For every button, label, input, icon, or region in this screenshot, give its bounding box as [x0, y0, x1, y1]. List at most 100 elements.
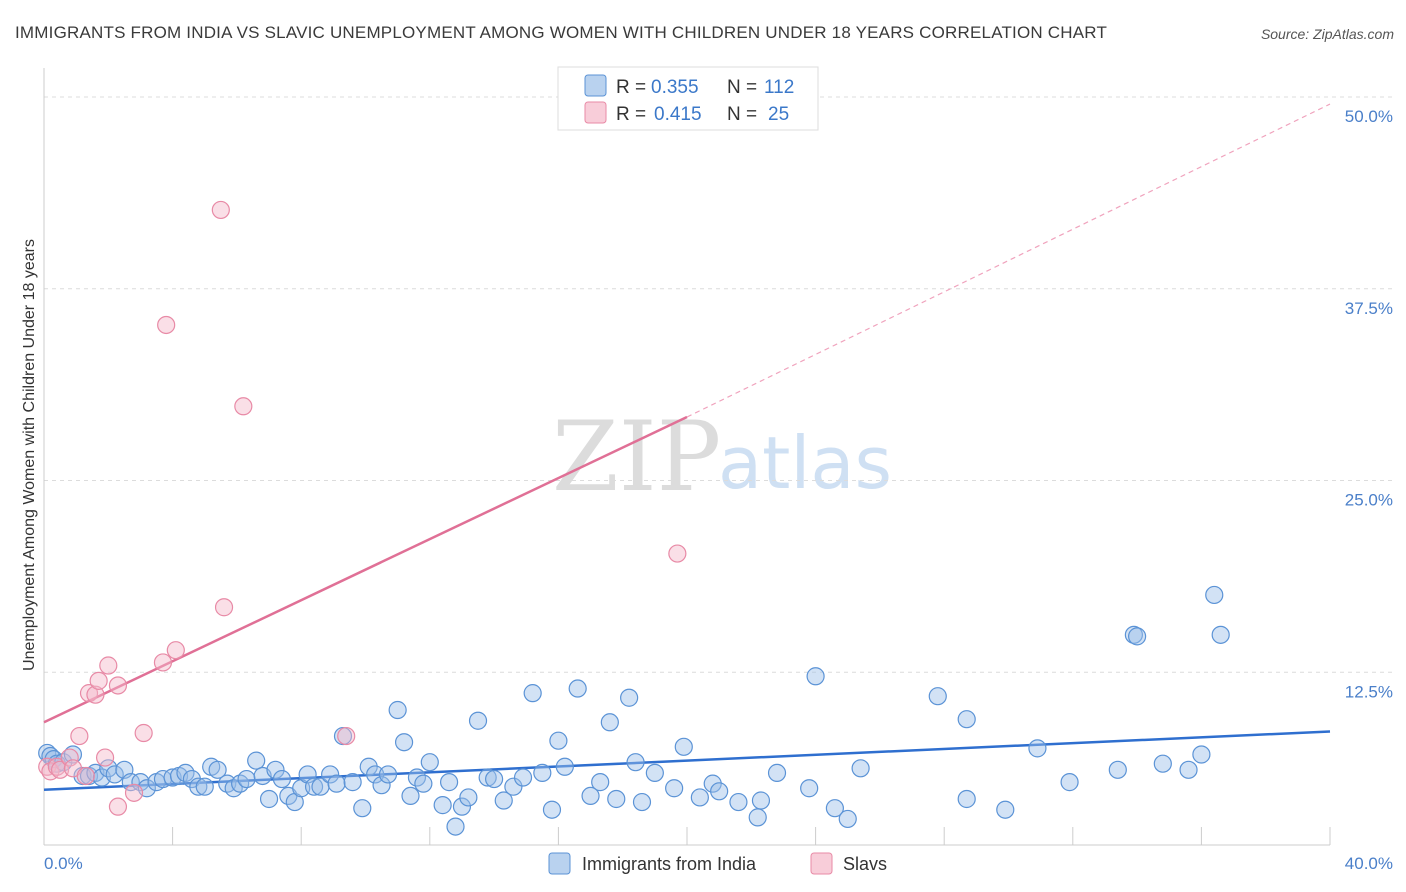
data-point-india: [353, 799, 372, 818]
watermark: ZIP atlas: [552, 401, 892, 513]
data-point-india: [1060, 773, 1079, 792]
y-tick-label: 37.5%: [1345, 299, 1393, 318]
legend-swatch-slavs: [584, 101, 607, 124]
watermark-atlas: atlas: [718, 421, 892, 505]
legend-r-label-india: R =: [616, 77, 646, 98]
data-point-india: [237, 769, 256, 789]
data-point-india: [1205, 585, 1224, 605]
legend-box: R = 0.355 N = 112 R = 0.415 N = 25: [557, 66, 819, 131]
data-point-slavs: [47, 757, 66, 776]
data-point-india: [195, 777, 214, 796]
data-point-slavs: [337, 726, 356, 746]
data-point-india: [452, 797, 472, 816]
data-point-india: [568, 679, 587, 698]
data-point-slavs: [86, 685, 105, 704]
data-point-india: [478, 768, 497, 787]
series-slavs-points: [38, 200, 687, 816]
bottom-legend-swatch-india: [548, 852, 571, 875]
data-point-india: [485, 769, 504, 789]
data-point-india: [327, 774, 346, 793]
data-point-india: [1028, 739, 1047, 758]
legend-swatch-india: [584, 74, 607, 97]
data-point-india: [401, 786, 420, 806]
data-point-slavs: [60, 748, 79, 767]
data-point-slavs: [124, 783, 144, 802]
data-point-india: [555, 757, 574, 776]
data-point-india: [504, 777, 523, 796]
data-point-india: [433, 796, 452, 815]
y-tick-label: 50.0%: [1345, 107, 1393, 126]
data-point-india: [494, 791, 513, 810]
legend-n-value-slavs: 25: [768, 104, 789, 125]
data-point-slavs: [76, 766, 95, 786]
data-point-india: [420, 753, 439, 772]
data-point-slavs: [108, 797, 128, 816]
data-point-slavs: [89, 671, 108, 690]
y-tick-labels: 12.5% 25.0% 37.5% 50.0%: [1345, 107, 1393, 701]
data-point-india: [366, 765, 385, 784]
grid: [44, 96, 1393, 673]
data-point-india: [549, 731, 568, 750]
data-point-india: [1192, 745, 1211, 764]
data-point-india: [825, 799, 844, 818]
data-point-slavs: [79, 684, 99, 703]
data-point-india: [218, 774, 237, 793]
data-point-india: [591, 773, 610, 792]
data-point-india: [1108, 760, 1127, 779]
data-point-india: [446, 817, 465, 836]
data-point-slavs: [108, 676, 128, 695]
data-point-india: [523, 684, 542, 703]
data-point-india: [751, 791, 771, 810]
data-point-india: [304, 777, 324, 796]
trend-line-slavs-extension: [686, 103, 1331, 418]
data-points: [38, 200, 1230, 836]
series-india-points: [38, 585, 1230, 836]
data-point-india: [645, 763, 664, 783]
data-point-india: [690, 788, 709, 807]
data-point-india: [372, 776, 391, 795]
trend-line-slavs: [43, 415, 688, 724]
data-point-india: [414, 774, 433, 793]
data-point-slavs: [166, 641, 185, 660]
data-point-india: [674, 737, 693, 756]
data-point-india: [459, 788, 478, 807]
data-point-india: [542, 800, 562, 819]
watermark-zip: ZIP: [552, 401, 721, 513]
data-point-india: [439, 773, 459, 792]
data-point-india: [1127, 627, 1147, 646]
data-point-india: [208, 760, 227, 779]
legend-r-value-india: 0.355: [651, 77, 699, 98]
data-point-slavs: [668, 544, 687, 563]
trend-lines: [43, 103, 1331, 792]
data-point-india: [533, 763, 552, 783]
bottom-legend-label-india: Immigrants from India: [582, 854, 757, 874]
data-point-india: [378, 765, 398, 784]
data-point-india: [928, 687, 947, 706]
x-tick-label-min: 0.0%: [44, 854, 83, 873]
data-point-india: [513, 768, 533, 787]
data-point-india: [105, 765, 124, 784]
data-point-india: [1179, 760, 1198, 779]
bottom-legend: Immigrants from India Slavs: [548, 852, 887, 875]
data-point-india: [665, 779, 684, 798]
data-point-slavs: [70, 726, 89, 746]
data-point-slavs: [157, 315, 176, 335]
legend-n-label-india: N =: [727, 77, 757, 98]
data-point-india: [600, 713, 619, 732]
chart-title: IMMIGRANTS FROM INDIA VS SLAVIC UNEMPLOY…: [15, 23, 1107, 42]
x-tick-label-max: 40.0%: [1345, 854, 1393, 873]
y-tick-label: 12.5%: [1345, 682, 1393, 701]
data-point-slavs: [134, 723, 153, 743]
data-point-india: [838, 809, 857, 829]
data-point-india: [957, 789, 976, 809]
data-point-india: [851, 759, 870, 778]
data-point-india: [607, 789, 626, 809]
data-point-india: [1211, 625, 1230, 644]
data-point-india: [394, 733, 414, 752]
bottom-legend-label-slavs: Slavs: [843, 854, 887, 874]
y-axis-label: Unemployment Among Women with Children U…: [21, 239, 38, 671]
axes: [43, 68, 1331, 846]
data-point-india: [996, 800, 1015, 819]
chart-source: Source: ZipAtlas.com: [1261, 26, 1394, 42]
